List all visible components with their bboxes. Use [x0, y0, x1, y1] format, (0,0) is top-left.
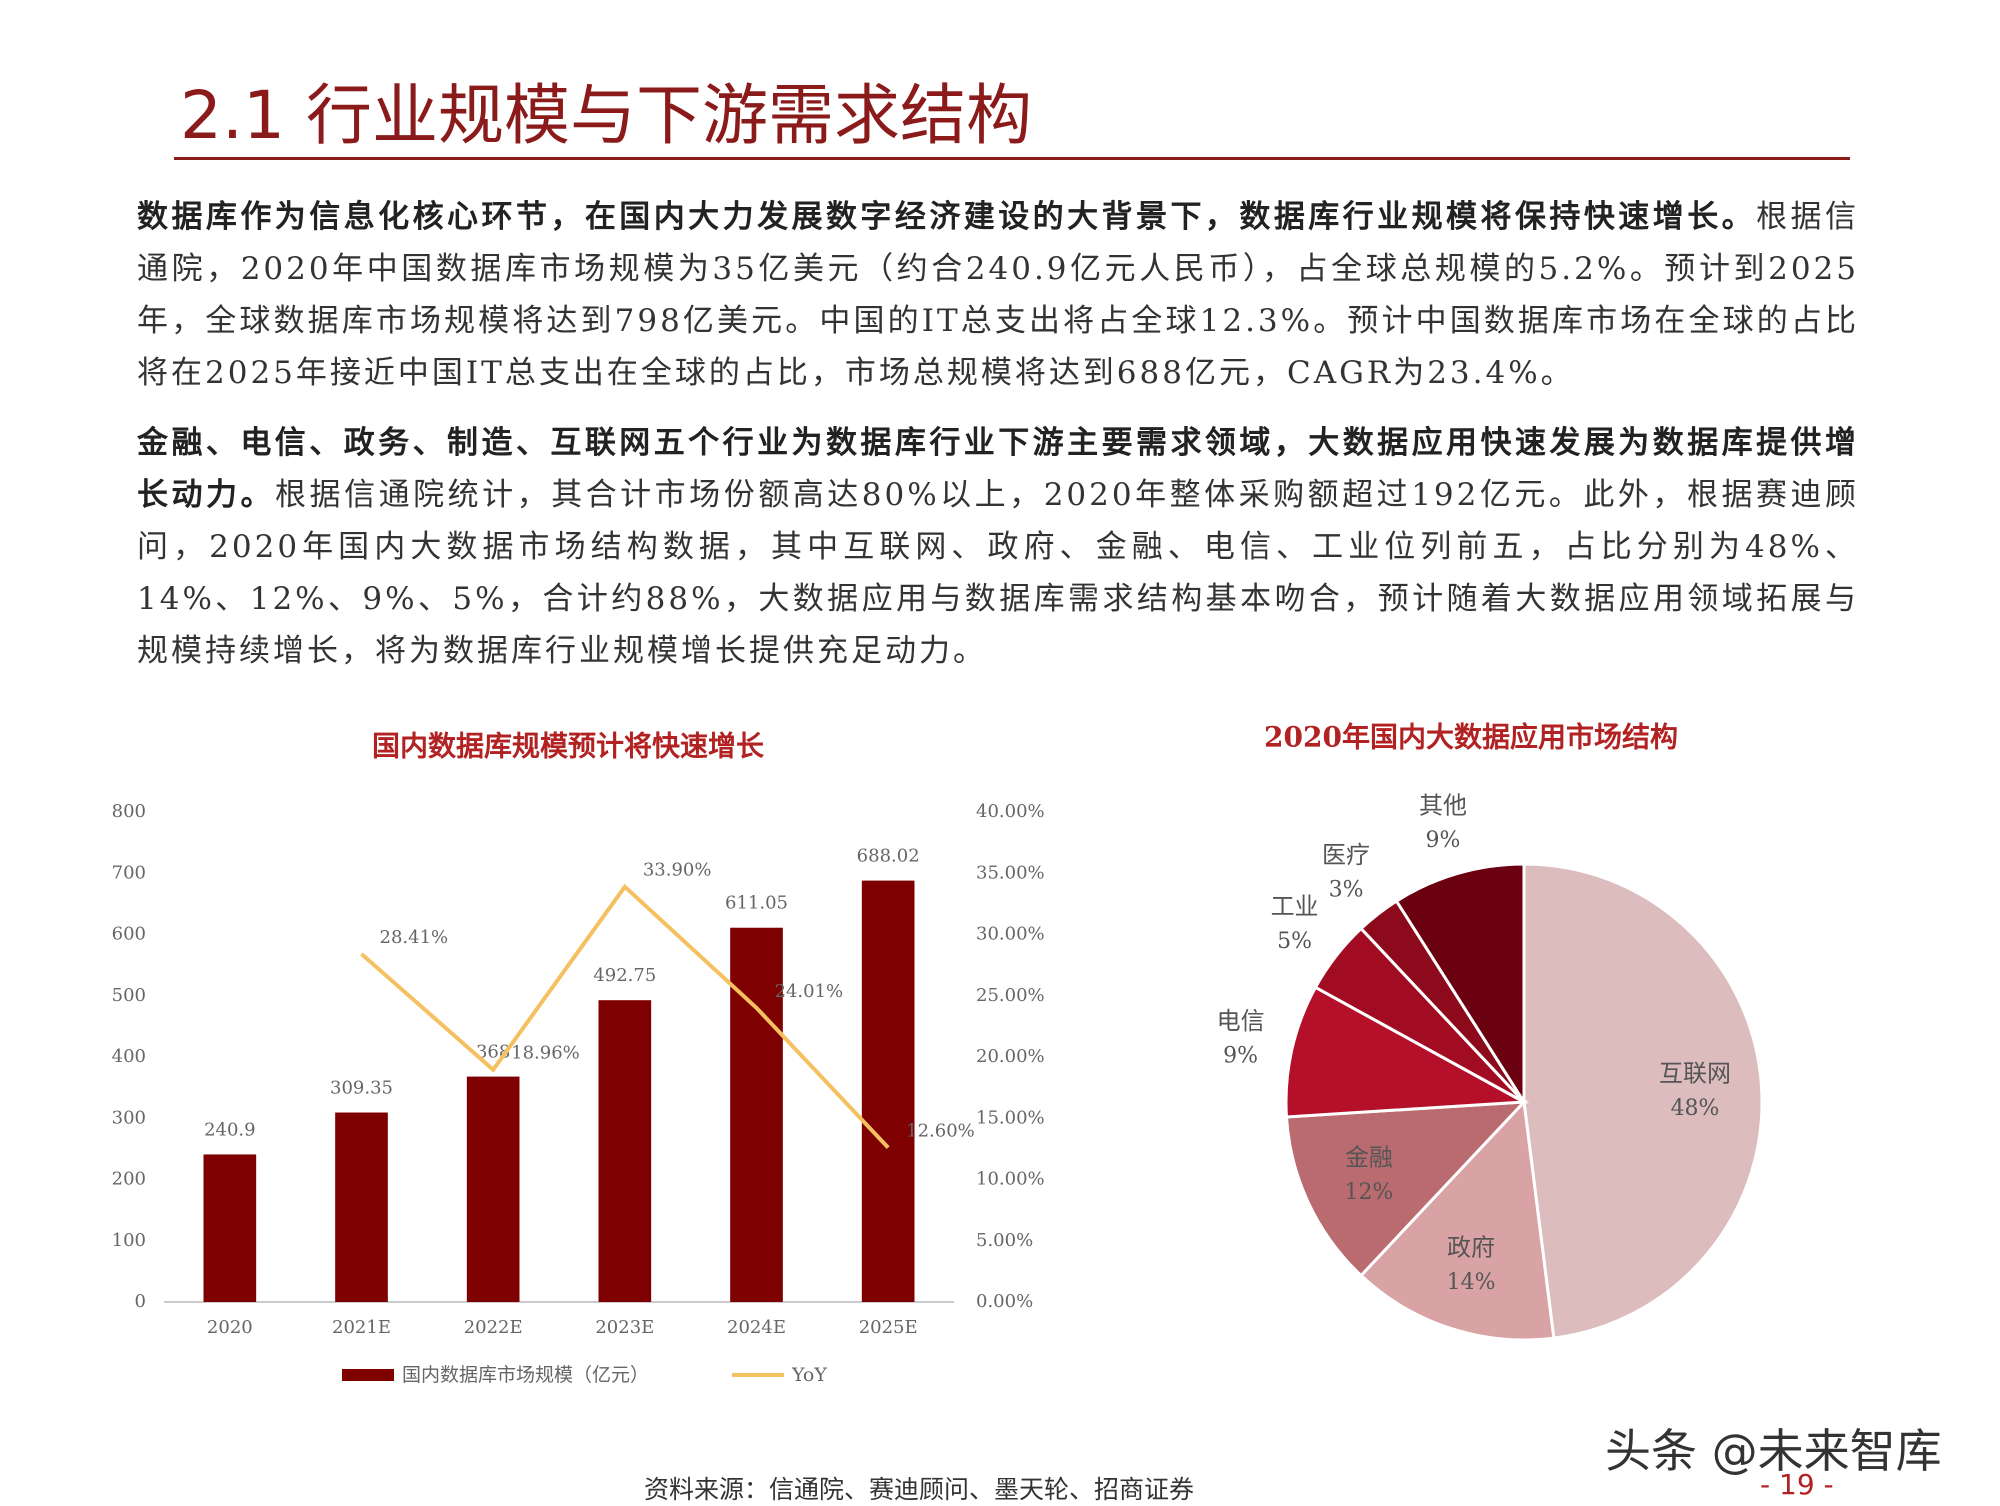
x-tick-label: 2025E — [859, 1317, 918, 1338]
legend-label: YoY — [791, 1364, 827, 1386]
data-label: 688.02 — [857, 846, 920, 867]
data-label: 240.9 — [204, 1119, 256, 1140]
data-label: 24.01% — [775, 981, 844, 1002]
y-tick-label: 600 — [112, 924, 146, 945]
pie-slice — [1522, 862, 1764, 1340]
data-label: 492.75 — [593, 965, 656, 986]
y2-tick-label: 5.00% — [976, 1230, 1033, 1251]
source-note: 资料来源：信通院、赛迪顾问、墨天轮、招商证券 — [643, 1475, 1194, 1504]
slice-value-label: 9% — [1223, 1044, 1258, 1069]
data-label: 12.60% — [906, 1121, 975, 1142]
slice-label: 医疗 — [1322, 841, 1370, 869]
slice-label: 互联网 — [1659, 1060, 1731, 1088]
y2-tick-label: 25.00% — [976, 985, 1045, 1006]
x-tick-label: 2022E — [464, 1317, 523, 1338]
x-tick-label: 2021E — [332, 1317, 391, 1338]
y-tick-label: 0 — [135, 1291, 146, 1312]
pie-slice — [1284, 985, 1530, 1119]
y-tick-label: 300 — [112, 1107, 146, 1128]
slice-label: 政府 — [1447, 1233, 1495, 1261]
slice-value-label: 3% — [1329, 878, 1364, 903]
bold-lead: 数据库作为信息化核心环节，在国内大力发展数字经济建设的大背景下，数据库行业规模将… — [137, 199, 1757, 235]
y-tick-label: 400 — [112, 1046, 146, 1067]
slice-label: 金融 — [1345, 1143, 1393, 1171]
data-label: 28.41% — [380, 927, 449, 948]
data-label: 309.35 — [330, 1078, 393, 1099]
watermark: 头条 @未来智库 — [1605, 1424, 1942, 1478]
bold-lead: 金融、电信、政务、制造、互联网五个行业为数据库行业下游主要需求领域，大数据应用快… — [137, 425, 1859, 513]
data-label: 611.05 — [725, 893, 788, 914]
pie-slice — [1284, 1100, 1528, 1278]
y-tick-label: 100 — [112, 1230, 146, 1251]
y-tick-label: 200 — [112, 1169, 146, 1190]
slice-label: 工业 — [1271, 893, 1319, 921]
title-rule — [174, 157, 1850, 160]
pie-slice — [1394, 862, 1526, 1108]
bar — [466, 1076, 520, 1302]
y-tick-label: 700 — [112, 862, 146, 883]
y-tick-label: 800 — [112, 801, 146, 822]
paragraph-text: 根据信通院统计，其合计市场份额高达80%以上，2020年整体采购额超过192亿元… — [137, 477, 1859, 669]
y2-tick-label: 10.00% — [976, 1169, 1045, 1190]
data-label: 18.96% — [511, 1043, 580, 1064]
slice-label: 电信 — [1217, 1007, 1265, 1035]
bar — [203, 1154, 257, 1302]
legend-swatch — [342, 1369, 394, 1381]
pie-slice — [1358, 1098, 1556, 1342]
y2-tick-label: 40.00% — [976, 801, 1045, 822]
slice-value-label: 12% — [1344, 1180, 1393, 1205]
slice-label: 其他 — [1419, 792, 1467, 820]
paragraph-text: 根据信通院，2020年中国数据库市场规模为35亿美元（约合240.9亿元人民币）… — [137, 199, 1860, 391]
bar — [861, 880, 915, 1302]
chart-title: 2020年国内大数据应用市场结构 — [1264, 721, 1678, 754]
data-label: 33.90% — [643, 860, 712, 881]
x-tick-label: 2023E — [595, 1317, 654, 1338]
y2-tick-label: 20.00% — [976, 1046, 1045, 1067]
paragraph: 数据库作为信息化核心环节，在国内大力发展数字经济建设的大背景下，数据库行业规模将… — [137, 191, 1859, 399]
line — [360, 883, 890, 1150]
x-tick-label: 2024E — [727, 1317, 786, 1338]
y-tick-label: 500 — [112, 985, 146, 1006]
legend-label: 国内数据库市场规模（亿元） — [402, 1364, 649, 1386]
y2-tick-label: 35.00% — [976, 862, 1045, 883]
paragraph: 金融、电信、政务、制造、互联网五个行业为数据库行业下游主要需求领域，大数据应用快… — [137, 417, 1859, 677]
page-title: 2.1 行业规模与下游需求结构 — [180, 77, 1032, 154]
y2-tick-label: 0.00% — [976, 1291, 1033, 1312]
chart-title: 国内数据库规模预计将快速增长 — [372, 730, 764, 763]
slice-value-label: 9% — [1426, 828, 1461, 853]
page-number: - 19 - — [1760, 1468, 1834, 1501]
bar — [598, 1000, 652, 1302]
y2-tick-label: 15.00% — [976, 1107, 1045, 1128]
slice-value-label: 48% — [1671, 1096, 1720, 1121]
x-tick-label: 2020 — [207, 1317, 253, 1338]
slice-value-label: 5% — [1277, 929, 1312, 954]
slice-value-label: 14% — [1447, 1270, 1496, 1295]
bar — [335, 1112, 388, 1302]
y2-tick-label: 30.00% — [976, 924, 1045, 945]
